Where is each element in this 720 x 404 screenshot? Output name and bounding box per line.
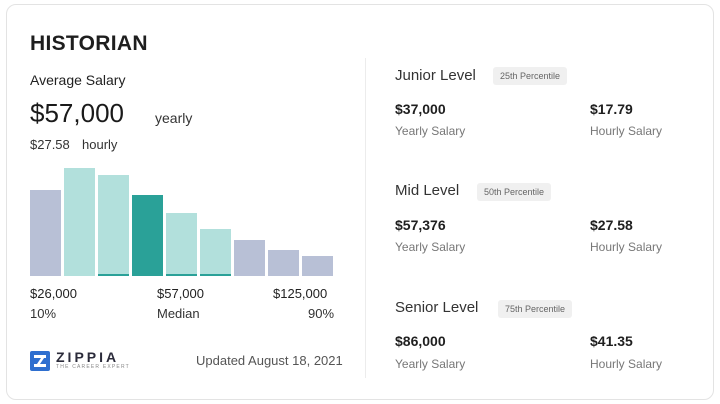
junior-hourly-label: Hourly Salary (590, 124, 663, 138)
histogram-bar (200, 229, 231, 276)
mid-hourly-label: Hourly Salary (590, 240, 663, 254)
brand-tagline: THE CAREER EXPERT (56, 364, 130, 370)
salary-distribution-chart (30, 166, 335, 276)
brand-name: ZIPPIA (56, 349, 120, 365)
column-divider (365, 58, 366, 378)
mid-hourly-value: $27.58 (590, 217, 633, 233)
level-title-junior: Junior Level (395, 67, 476, 84)
histogram-bar (98, 175, 129, 276)
average-salary-label: Average Salary (30, 72, 126, 88)
histogram-bar (166, 213, 197, 276)
hourly-unit: hourly (82, 137, 118, 152)
level-title-senior: Senior Level (395, 299, 479, 316)
axis-min-label: $26,000 (30, 286, 77, 301)
hourly-value: $27.58 (30, 137, 70, 152)
job-title: HISTORIAN (30, 32, 148, 55)
axis-median-label: Median (157, 306, 200, 321)
percentile-badge-mid: 50th Percentile (477, 183, 552, 201)
histogram-bar (64, 168, 95, 276)
mid-yearly-value: $57,376 (395, 217, 446, 233)
histogram-bar-underline (200, 274, 231, 276)
senior-yearly-value: $86,000 (395, 333, 446, 349)
salary-unit: yearly (155, 110, 193, 126)
percentile-badge-junior: 25th Percentile (493, 67, 568, 85)
junior-yearly-label: Yearly Salary (395, 124, 466, 138)
histogram-bar (30, 190, 61, 276)
mid-yearly-label: Yearly Salary (395, 240, 466, 254)
junior-hourly-value: $17.79 (590, 101, 633, 117)
zippia-logo[interactable]: ZIPPIA THE CAREER EXPERT (30, 350, 130, 371)
senior-hourly-value: $41.35 (590, 333, 633, 349)
axis-max-percentile: 90% (308, 306, 335, 321)
percentile-badge-senior: 75th Percentile (498, 300, 573, 318)
histogram-bar (268, 250, 299, 276)
histogram-bar-underline (98, 274, 129, 276)
senior-hourly-label: Hourly Salary (590, 357, 663, 371)
zippia-logo-icon (30, 350, 50, 371)
axis-mid-label: $57,000 (157, 286, 204, 301)
histogram-bar-underline (166, 274, 197, 276)
histogram-bar (234, 240, 265, 276)
junior-yearly-value: $37,000 (395, 101, 446, 117)
histogram-bar (132, 195, 163, 276)
level-title-mid: Mid Level (395, 182, 460, 199)
axis-min-percentile: 10% (30, 306, 57, 321)
average-salary-value: $57,000 (30, 98, 124, 128)
updated-date: Updated August 18, 2021 (196, 353, 343, 368)
senior-yearly-label: Yearly Salary (395, 357, 466, 371)
axis-max-label: $125,000 (273, 286, 328, 301)
histogram-bar (302, 256, 333, 276)
